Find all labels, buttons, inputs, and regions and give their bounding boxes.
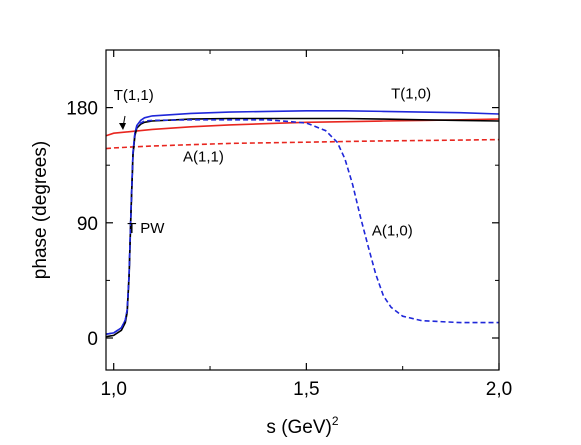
annotation-0: T(1,1) (114, 87, 154, 104)
y-tick-label: 90 (77, 214, 98, 235)
series-layer (105, 110, 500, 338)
x-axis-label-text: s (GeV) (266, 417, 331, 438)
annotations: T(1,1) T(1,0) A(1,1) T PW A(1,0) (114, 86, 431, 240)
series-line-4 (105, 119, 499, 335)
plot-frame (105, 49, 500, 371)
x-axis-label-sup: 2 (332, 414, 339, 428)
series-line-2 (105, 110, 500, 335)
ticks-layer: 1,0 1,5 2,0 0 90 180 (66, 49, 512, 400)
series-line-1 (105, 138, 500, 150)
series-line-0 (105, 118, 500, 137)
y-tick-label: 180 (66, 99, 98, 120)
annotation-3: T PW (127, 220, 165, 237)
annotation-4: A(1,0) (372, 223, 413, 240)
y-tick-label: 0 (87, 329, 98, 350)
x-tick-label: 1,0 (100, 379, 126, 400)
x-tick-label: 2,0 (486, 379, 512, 400)
y-axis-label: phase (degrees) (30, 141, 51, 279)
annotation-arrowhead (119, 123, 126, 130)
x-tick-label: 1,5 (293, 379, 319, 400)
x-axis-label: s (GeV)2 (266, 414, 338, 438)
annotation-2: A(1,1) (183, 148, 224, 165)
series-line-3 (105, 117, 500, 338)
annotation-1: T(1,0) (391, 86, 431, 103)
